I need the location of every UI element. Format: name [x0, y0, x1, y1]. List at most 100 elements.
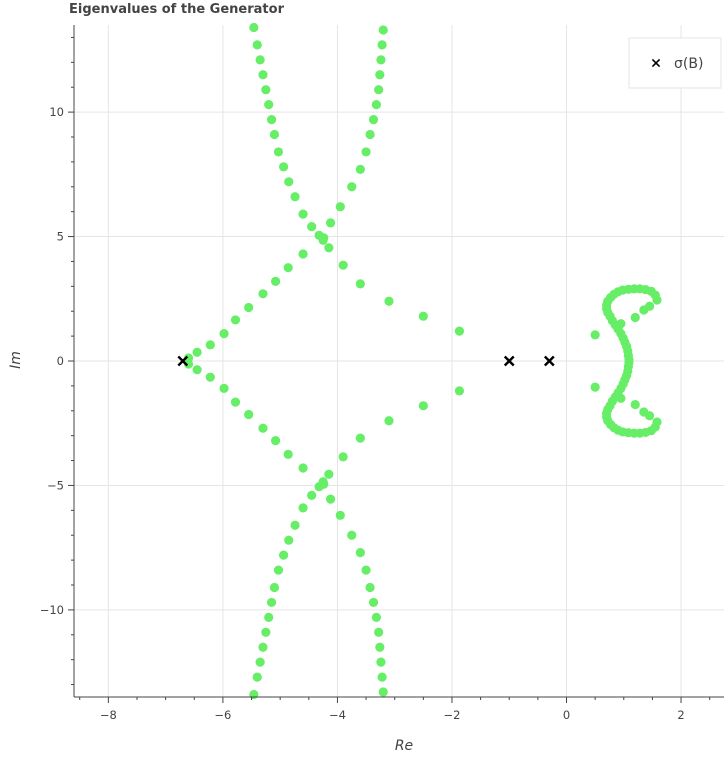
eigenvalue-point	[361, 565, 371, 575]
x-tick-label: 2	[677, 708, 684, 722]
eigenvalue-point	[630, 312, 640, 323]
eigenvalue-point	[355, 279, 365, 289]
eigenvalue-point	[261, 627, 271, 637]
x-tick-label: −6	[214, 708, 231, 722]
eigenvalue-point	[298, 503, 308, 513]
eigenvalue-point	[284, 535, 294, 545]
eigenvalue-point	[355, 164, 365, 174]
eigenvalue-point	[375, 642, 385, 652]
eigenvalue-point	[219, 329, 229, 339]
x-tick-label: −2	[443, 708, 460, 722]
eigenvalue-point	[255, 55, 265, 65]
sigma-b-marker	[543, 355, 555, 367]
eigenvalue-point	[376, 55, 386, 65]
eigenvalue-point	[378, 25, 388, 35]
eigenvalue-point	[244, 302, 254, 313]
eigenvalue-point	[361, 147, 371, 157]
eigenvalue-point	[230, 315, 241, 325]
eigenvalue-point	[338, 260, 348, 270]
sigma-b-marker	[503, 355, 515, 367]
eigenvalue-point	[590, 330, 600, 340]
legend-box	[628, 37, 722, 89]
eigenvalue-point	[298, 463, 308, 473]
eigenvalue-point	[307, 222, 317, 232]
eigenvalue-point	[255, 657, 265, 667]
eigenvalue-point	[368, 114, 379, 125]
legend-label-sigma-b: σ(B)	[674, 56, 703, 72]
eigenvalue-point	[269, 129, 280, 140]
eigenvalue-point	[325, 494, 336, 504]
eigenvalue-point	[230, 397, 241, 407]
eigenvalue-point	[347, 182, 357, 192]
eigenvalue-point	[371, 612, 381, 622]
eigenvalue-point	[374, 85, 384, 95]
eigenvalue-point	[192, 365, 202, 375]
eigenvalue-point	[258, 642, 268, 652]
eigenvalue-point	[365, 582, 375, 593]
eigenvalue-point	[205, 372, 215, 382]
eigenvalue-point	[338, 452, 348, 462]
eigenvalue-point	[644, 301, 655, 311]
eigenvalue-point	[244, 409, 254, 420]
eigenvalue-point	[371, 100, 381, 110]
eigenvalue-point	[377, 40, 387, 50]
grid-lines	[74, 25, 724, 697]
eigenvalue-point	[374, 627, 384, 637]
eigenvalue-point	[266, 114, 277, 125]
eigenvalue-point	[325, 218, 336, 228]
eigenvalue-point	[258, 423, 268, 433]
eigenvalue-point	[355, 548, 365, 558]
eigenvalue-point	[258, 70, 268, 80]
eigenvalue-point	[264, 612, 274, 622]
x-tick-label: 0	[563, 708, 570, 722]
eigenvalue-point	[249, 22, 259, 33]
eigenvalue-point	[454, 326, 465, 336]
eigenvalue-point	[283, 263, 293, 273]
eigenvalue-point	[347, 530, 357, 540]
eigenvalue-point	[644, 411, 655, 421]
eigenvalue-point	[365, 129, 375, 140]
x-axis-label: Re	[395, 738, 413, 754]
x-tick-label: −8	[100, 708, 117, 722]
eigenvalue-point	[355, 433, 365, 443]
eigenvalue-point	[284, 177, 294, 187]
eigenvalue-point	[335, 202, 345, 212]
x-tick-label: −4	[329, 708, 346, 722]
eigenvalue-point	[378, 687, 388, 697]
chart-title: Eigenvalues of the Generator	[69, 2, 285, 17]
eigenvalue-point	[314, 482, 324, 492]
legend: σ(B)	[628, 37, 722, 89]
eigenvalue-point	[298, 249, 308, 259]
eigenvalue-point	[290, 192, 300, 202]
y-tick-label: 0	[57, 354, 64, 368]
eigenvalue-point	[283, 449, 293, 459]
eigenvalue-point	[418, 401, 428, 411]
y-axis-label: Im	[8, 351, 24, 369]
eigenvalue-point	[384, 296, 394, 306]
eigenvalue-point	[192, 347, 202, 357]
eigenvalue-point	[384, 416, 394, 426]
sigma-b-marker	[177, 355, 189, 367]
eigenvalue-point	[298, 209, 308, 219]
eigenvalue-point	[290, 520, 300, 530]
eigenvalue-point	[319, 233, 329, 243]
y-tick-label: −10	[40, 603, 64, 617]
eigenvalue-point	[368, 597, 379, 608]
eigenvalue-point	[279, 162, 289, 172]
eigenvalue-point	[183, 359, 194, 369]
eigenvalue-point	[418, 311, 428, 321]
eigenvalue-point	[273, 147, 284, 157]
eigenvalue-point	[375, 70, 385, 80]
eigenvalue-point	[269, 582, 280, 593]
eigenvalue-point	[324, 469, 334, 479]
eigenvalue-point	[252, 40, 262, 50]
eigenvalue-point	[266, 597, 277, 608]
eigenvalue-point	[252, 672, 262, 682]
eigenvalue-point	[377, 672, 387, 682]
eigenvalue-point	[219, 383, 229, 393]
eigenvalue-point	[630, 399, 640, 410]
eigenvalue-point	[270, 276, 281, 286]
eigenvalue-point	[261, 85, 271, 95]
y-tick-label: 10	[49, 105, 64, 119]
y-tick-label: −5	[47, 478, 64, 492]
